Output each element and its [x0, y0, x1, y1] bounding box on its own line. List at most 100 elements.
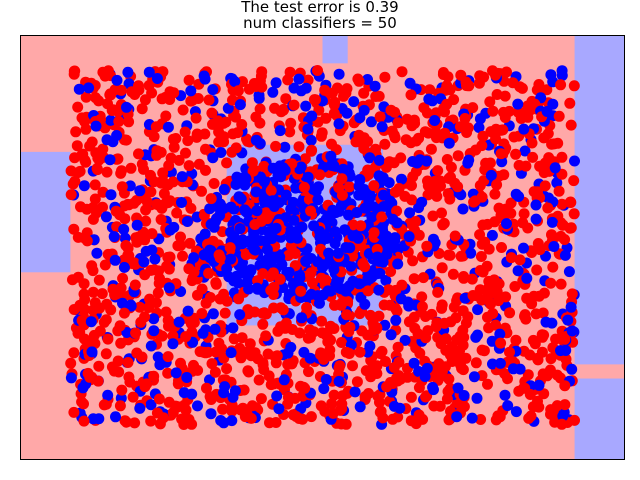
- data-point-a: [475, 414, 487, 425]
- data-point-a: [285, 117, 297, 129]
- data-point-a: [559, 234, 571, 245]
- data-point-a: [420, 311, 431, 322]
- data-point-a: [336, 173, 348, 185]
- data-point-a: [441, 80, 453, 92]
- data-point-b: [225, 201, 237, 213]
- data-point-a: [185, 318, 197, 330]
- data-point-b: [204, 244, 216, 256]
- data-point-b: [496, 156, 508, 168]
- data-point-b: [233, 191, 245, 203]
- data-point-a: [438, 67, 449, 78]
- data-point-b: [270, 77, 282, 89]
- data-point-b: [204, 374, 215, 386]
- data-point-a: [557, 219, 568, 231]
- data-point-b: [353, 189, 365, 201]
- data-point-a: [336, 337, 347, 348]
- data-point-a: [270, 417, 282, 428]
- data-point-a: [155, 214, 167, 225]
- data-point-a: [69, 175, 81, 187]
- data-point-b: [178, 387, 190, 399]
- data-point-b: [320, 374, 332, 385]
- data-point-a: [216, 226, 228, 238]
- data-point-b: [551, 177, 563, 189]
- data-point-a: [164, 251, 176, 263]
- data-point-a: [368, 180, 380, 192]
- data-point-b: [260, 255, 272, 267]
- data-point-a: [141, 196, 153, 208]
- data-point-b: [267, 86, 279, 98]
- data-point-a: [538, 167, 550, 179]
- data-point-b: [231, 171, 243, 183]
- data-point-a: [500, 291, 512, 303]
- data-point-b: [352, 232, 364, 244]
- data-point-a: [122, 357, 134, 368]
- data-point-b: [260, 235, 272, 247]
- data-point-a: [260, 330, 272, 342]
- data-point-a: [131, 347, 143, 359]
- data-point-b: [229, 385, 241, 397]
- data-point-b: [207, 308, 219, 320]
- data-point-a: [183, 74, 195, 86]
- data-point-b: [560, 345, 572, 356]
- data-point-a: [531, 352, 543, 364]
- data-point-a: [236, 332, 248, 344]
- data-point-b: [209, 323, 221, 335]
- decision-region-b: [574, 35, 625, 365]
- data-point-a: [565, 222, 577, 234]
- data-point-a: [162, 197, 174, 209]
- data-point-a: [556, 151, 568, 163]
- data-point-b: [426, 95, 438, 107]
- data-point-a: [328, 107, 340, 119]
- data-point-a: [308, 326, 320, 338]
- data-point-b: [518, 242, 529, 254]
- data-point-b: [295, 85, 307, 97]
- data-point-a: [452, 181, 464, 193]
- data-point-b: [245, 264, 257, 276]
- data-point-a: [199, 128, 211, 140]
- data-point-a: [238, 384, 250, 396]
- data-point-b: [83, 82, 95, 94]
- data-point-a: [305, 411, 317, 423]
- data-point-b: [486, 229, 498, 241]
- data-point-a: [334, 360, 346, 372]
- data-point-b: [270, 222, 282, 234]
- data-point-a: [365, 309, 376, 321]
- data-point-b: [512, 265, 524, 277]
- data-point-a: [100, 348, 112, 360]
- data-point-b: [176, 197, 187, 208]
- data-point-a: [498, 169, 510, 181]
- data-point-b: [85, 316, 97, 328]
- data-point-a: [312, 65, 323, 76]
- data-point-a: [528, 186, 540, 198]
- data-point-b: [181, 372, 193, 383]
- data-point-a: [122, 198, 134, 210]
- data-point-a: [139, 269, 151, 281]
- data-point-a: [177, 104, 189, 116]
- data-point-b: [163, 282, 175, 294]
- data-point-a: [218, 292, 229, 304]
- data-point-a: [553, 185, 565, 197]
- data-point-a: [257, 357, 269, 369]
- data-point-a: [80, 156, 92, 168]
- data-point-a: [438, 217, 450, 229]
- data-point-a: [505, 207, 517, 219]
- data-point-b: [395, 293, 407, 305]
- data-point-a: [337, 390, 349, 402]
- data-point-a: [282, 359, 294, 370]
- data-point-a: [491, 179, 503, 191]
- data-point-a: [226, 405, 238, 417]
- data-point-a: [447, 268, 459, 280]
- data-point-a: [542, 202, 554, 214]
- data-point-b: [566, 363, 578, 375]
- data-point-a: [305, 267, 317, 279]
- data-point-a: [359, 392, 371, 404]
- data-point-a: [314, 169, 326, 181]
- data-point-a: [125, 162, 137, 174]
- data-point-b: [124, 180, 136, 192]
- data-point-a: [78, 415, 90, 427]
- data-point-a: [389, 186, 401, 198]
- data-point-a: [490, 123, 502, 135]
- data-point-a: [432, 286, 444, 298]
- data-point-a: [139, 94, 151, 106]
